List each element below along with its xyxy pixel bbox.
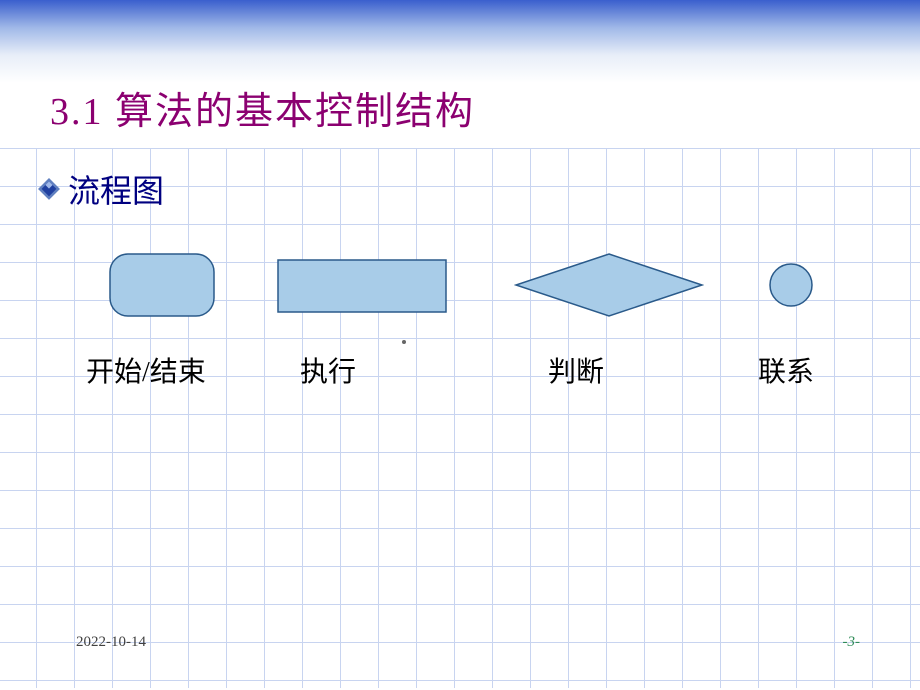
- terminal-shape: [108, 252, 216, 318]
- connector-label: 联系: [758, 350, 814, 390]
- connector-shape: [768, 262, 814, 308]
- process-label: 执行: [300, 350, 356, 390]
- decision-shape: [514, 252, 704, 318]
- footer-date: 2022-10-14: [76, 634, 146, 651]
- process-shape: [276, 258, 448, 314]
- slide-container: 3.1 算法的基本控制结构 流程图: [0, 0, 920, 690]
- terminal-label: 开始/结束: [86, 350, 206, 390]
- slide-title: 3.1 算法的基本控制结构: [50, 80, 475, 135]
- footer: 2022-10-14 -3-: [0, 634, 920, 658]
- subtitle-row: 流程图: [38, 166, 164, 212]
- subtitle-text: 流程图: [68, 166, 164, 212]
- decision-label: 判断: [548, 350, 604, 390]
- diamond-bullet-icon: [38, 178, 60, 200]
- footer-page: -3-: [843, 634, 861, 651]
- grid-background: [0, 148, 920, 688]
- shapes-row: [0, 252, 920, 322]
- dot-indicator: [402, 340, 406, 344]
